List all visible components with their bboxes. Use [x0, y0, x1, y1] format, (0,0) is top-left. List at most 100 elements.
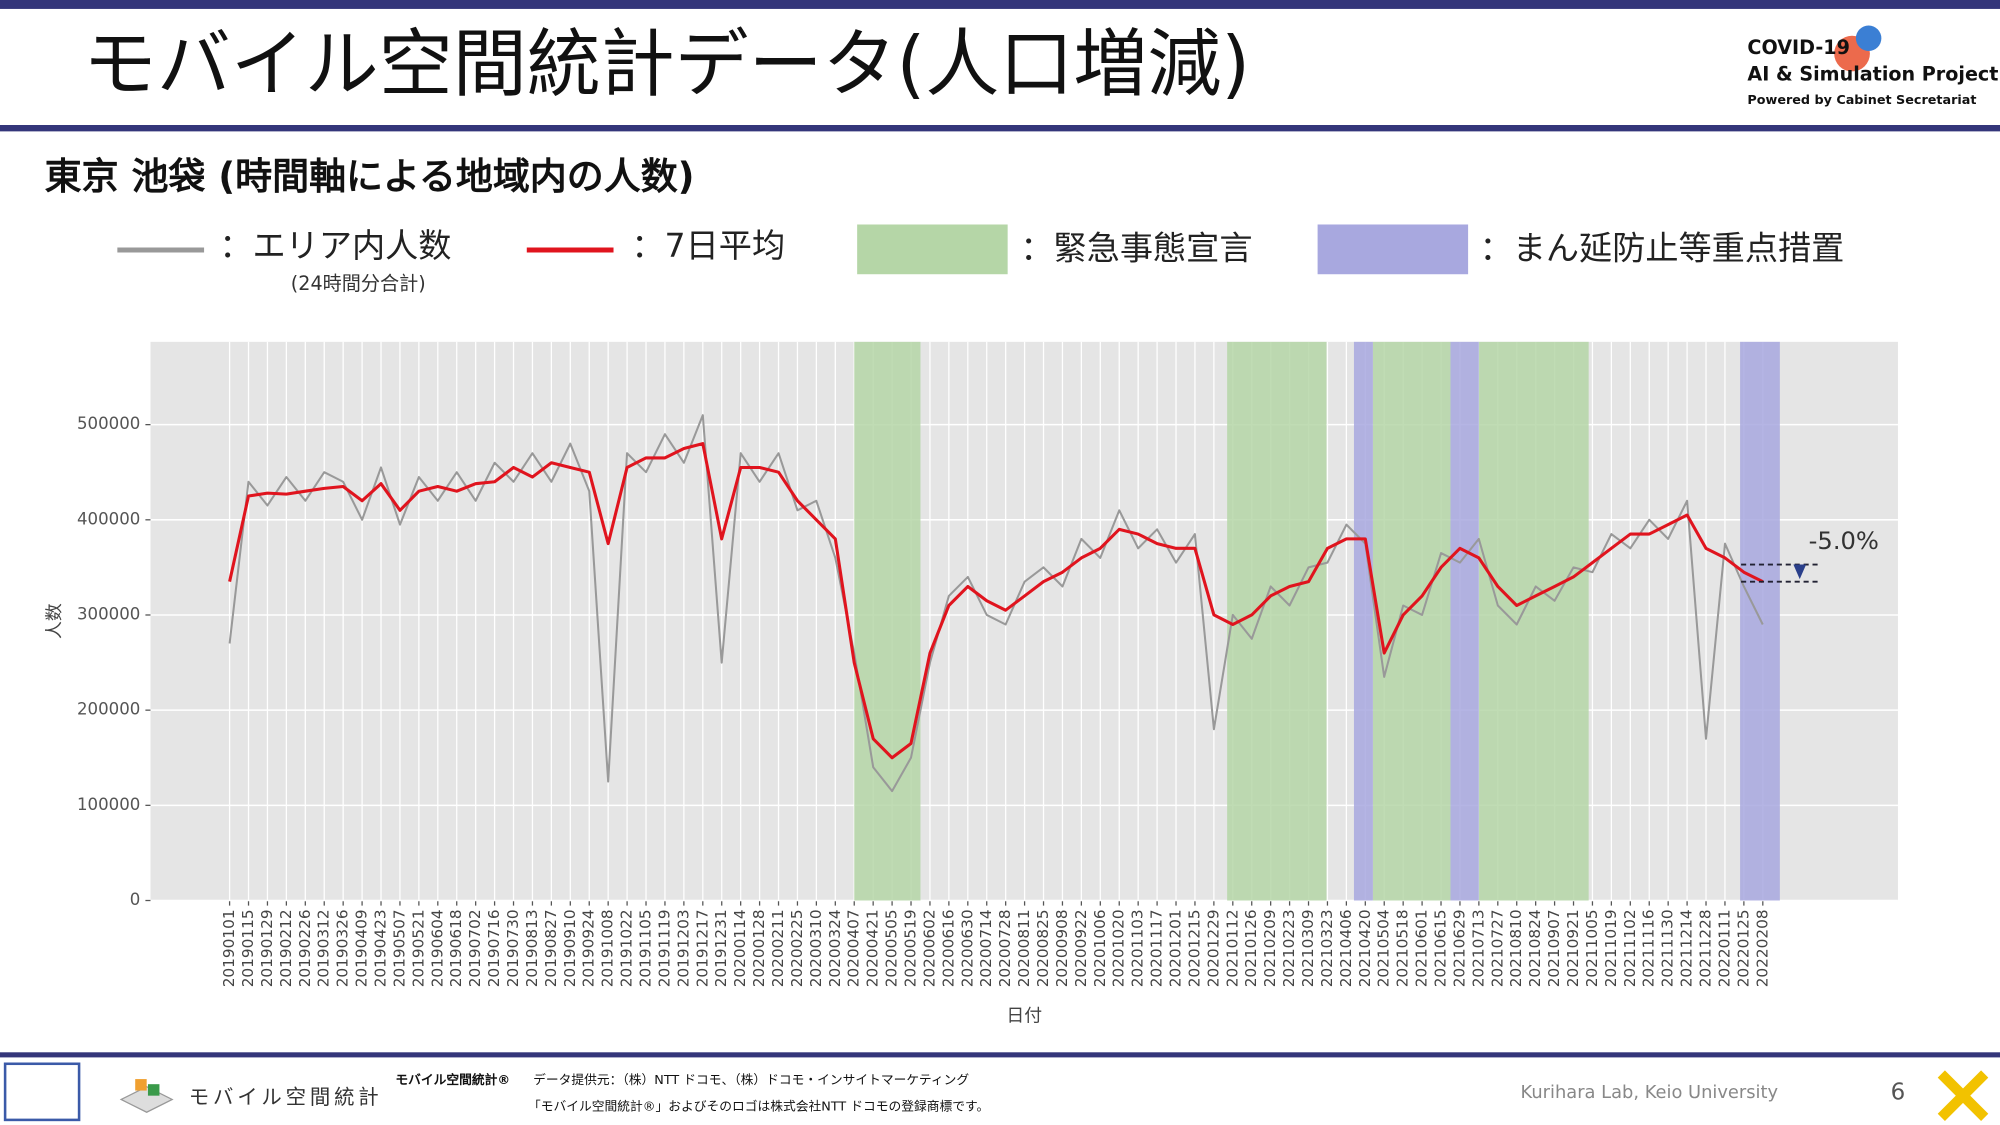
y-tick-label: 300000 — [77, 604, 140, 623]
corner-logo — [1937, 1070, 1989, 1121]
y-axis-label: 人数 — [44, 603, 65, 639]
legend-swatch — [1317, 224, 1469, 275]
x-tick-label: 20211102 — [1621, 909, 1639, 987]
x-tick-label: 20200616 — [939, 909, 957, 987]
logo-icon — [147, 1084, 160, 1096]
logo-icon — [135, 1079, 147, 1091]
x-tick-label: 20210126 — [1242, 909, 1260, 987]
series-line — [228, 442, 1764, 760]
y-tick-label: 200000 — [77, 700, 140, 719]
x-tick-label: 20200728 — [996, 909, 1014, 987]
period-band — [1740, 341, 1780, 901]
x-tick-label: 20211214 — [1678, 909, 1696, 987]
legend-label: ：エリア内人数 — [219, 226, 451, 265]
x-tick-label: 20191105 — [637, 909, 655, 987]
x-tick-label: 20200825 — [1034, 909, 1052, 987]
x-tick-label: 20200225 — [788, 909, 806, 987]
x-tick-label: 20201006 — [1091, 909, 1109, 987]
x-axis-label: 日付 — [1006, 1006, 1042, 1027]
x-tick-label: 20210406 — [1337, 909, 1355, 987]
x-tick-label: 20211019 — [1602, 909, 1620, 987]
x-tick-label: 20200922 — [1072, 909, 1090, 987]
x-tick-label: 20190521 — [409, 909, 427, 987]
x-tick-label: 20210223 — [1280, 909, 1298, 987]
x-tick-label: 20190702 — [466, 909, 484, 987]
period-band — [854, 341, 921, 901]
legend-label: ：まん延防止等重点措置 — [1480, 229, 1845, 268]
subtitle: 東京 池袋 (時間軸による地域内の人数) — [45, 155, 695, 198]
x-tick-label: 20200602 — [920, 909, 938, 987]
x-tick-label: 20200310 — [807, 909, 825, 987]
x-tick-label: 20190312 — [315, 909, 333, 987]
logo-text: AI & Simulation Project — [1747, 63, 1998, 86]
footer-trademark: 「モバイル空間統計®」およびそのロゴは株式会社NTT ドコモの登録商標です。 — [528, 1099, 989, 1115]
x-tick-label: 20200505 — [883, 909, 901, 987]
x-tick-label: 20200421 — [864, 909, 882, 987]
x-tick-label: 20210921 — [1564, 909, 1582, 987]
x-tick-label: 20210601 — [1413, 909, 1431, 987]
legend-label: ：7日平均 — [631, 226, 785, 265]
x-tick-label: 20210907 — [1545, 909, 1563, 987]
x-tick-label: 20210824 — [1526, 909, 1544, 987]
x-tick-label: 20190326 — [334, 909, 352, 987]
x-tick-label: 20220125 — [1734, 909, 1752, 987]
x-tick-label: 20190730 — [504, 909, 522, 987]
lab-logo — [3, 1062, 81, 1122]
x-tick-label: 20201020 — [1110, 909, 1128, 987]
period-band — [1372, 341, 1451, 901]
x-tick-label: 20220111 — [1715, 909, 1733, 987]
x-tick-label: 20200114 — [731, 909, 749, 987]
x-tick-label: 20200811 — [1015, 909, 1033, 987]
x-tick-label: 20190101 — [220, 909, 238, 987]
x-tick-label: 20190212 — [277, 909, 295, 987]
x-tick-label: 20210209 — [1261, 909, 1279, 987]
x-tick-label: 20191008 — [599, 909, 617, 987]
x-tick-label: 20200519 — [902, 909, 920, 987]
x-tick-label: 20200407 — [845, 909, 863, 987]
period-band — [1450, 341, 1479, 901]
x-tick-label: 20211005 — [1583, 909, 1601, 987]
x-tick-label: 20190813 — [523, 909, 541, 987]
x-tick-label: 20211116 — [1640, 909, 1658, 987]
x-tick-label: 20190423 — [372, 909, 390, 987]
x-tick-label: 20190129 — [258, 909, 276, 987]
annotation-text: -5.0% — [1809, 527, 1879, 555]
logo-text: COVID-19 — [1747, 36, 1849, 59]
y-tick-label: 100000 — [77, 795, 140, 814]
title: モバイル空間統計データ(人口増減) — [83, 21, 1250, 107]
top-bar — [0, 0, 2000, 9]
period-band — [1478, 341, 1589, 901]
plot: 20190101 20190115 20190129 20190212 20190226… — [77, 341, 1898, 987]
x-tick-label: 20191022 — [618, 909, 636, 987]
x-tick-label: 20210727 — [1488, 909, 1506, 987]
x-tick-label: 20190604 — [428, 909, 446, 987]
header-rule — [0, 125, 2000, 132]
x-tick-label: 20200630 — [958, 909, 976, 987]
x-tick-label: 20210713 — [1469, 909, 1487, 987]
logo-icon — [119, 1086, 174, 1113]
x-tick-label: 20211228 — [1697, 909, 1715, 987]
x-tick-label: 20201103 — [1129, 909, 1147, 987]
x-tick-label: 20190409 — [353, 909, 371, 987]
x-tick-label: 20200714 — [977, 909, 995, 987]
footer-provider: データ提供元：（株）NTT ドコモ、（株）ドコモ・インサイトマーケティング — [533, 1072, 969, 1088]
footer-brand: モバイル空間統計® — [395, 1072, 510, 1088]
x-tick-label: 20201215 — [1185, 909, 1203, 987]
legend-label: ：緊急事態宣言 — [1020, 229, 1252, 268]
x-tick-label: 20201229 — [1204, 909, 1222, 987]
x-tick-label: 20190226 — [296, 909, 314, 987]
x-tick-label: 20200324 — [826, 909, 844, 987]
x-tick-label: 20190716 — [485, 909, 503, 987]
x-tick-label: 20210629 — [1450, 909, 1468, 987]
legend-note: (24時間分合計) — [291, 272, 426, 295]
x-tick-label: 20220208 — [1753, 909, 1771, 987]
logo-dot — [1855, 25, 1882, 52]
x-tick-label: 20210323 — [1318, 909, 1336, 987]
logo-text: Powered by Cabinet Secretariat — [1747, 93, 1976, 108]
footer-rule — [0, 1052, 2000, 1058]
x-tick-label: 20190827 — [542, 909, 560, 987]
x-tick-label: 20190924 — [580, 909, 598, 987]
x-tick-label: 20190115 — [239, 909, 257, 987]
